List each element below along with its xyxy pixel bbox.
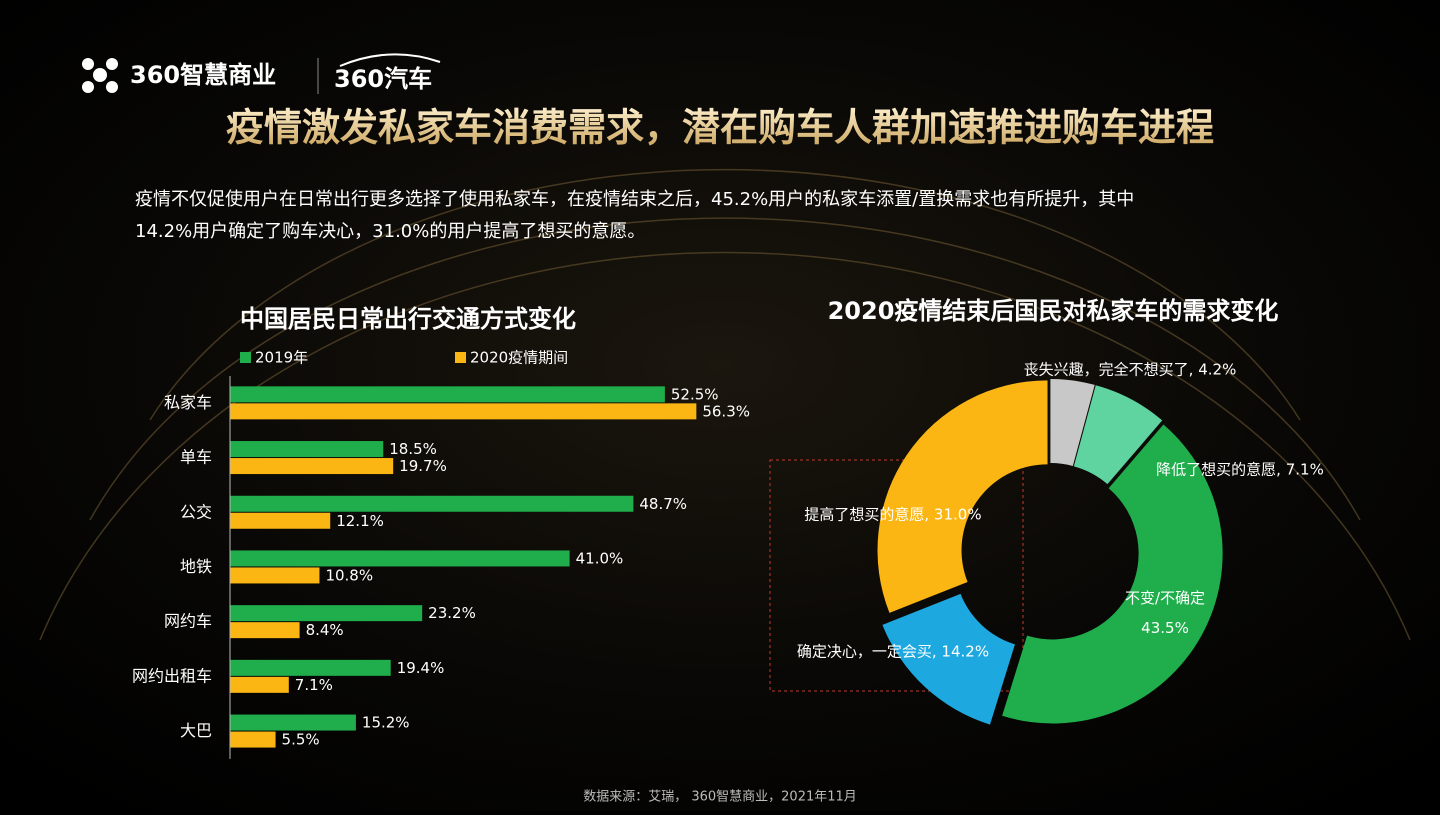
- source: 数据来源：艾瑞， 360智慧商业，2021年11月: [583, 789, 857, 805]
- bar: [230, 403, 697, 420]
- bar: [230, 605, 423, 622]
- bar: [230, 731, 276, 748]
- legend-label: 2020疫情期间: [470, 349, 568, 367]
- donut-slice: [1002, 424, 1223, 724]
- y-tick-label: 单车: [180, 448, 212, 467]
- bar: [230, 622, 300, 639]
- donut-slice: [1050, 379, 1095, 467]
- slide-title: 疫情激发私家车消费需求，潜在购车人群加速推进购车进程: [226, 106, 1214, 150]
- value-label: 12.1%: [336, 512, 384, 530]
- bar: [230, 567, 320, 584]
- value-label: 56.3%: [702, 402, 750, 420]
- value-label: 18.5%: [389, 440, 437, 458]
- value-label: 10.8%: [325, 566, 373, 584]
- bar: [230, 495, 634, 512]
- legend-swatch: [455, 352, 466, 363]
- slice-label-line: 43.5%: [1141, 619, 1189, 637]
- chart-title: 中国居民日常出行交通方式变化: [240, 305, 576, 333]
- highlight-box: [769, 459, 1024, 692]
- bar: [230, 659, 391, 676]
- slice-label: 提高了想买的意愿, 31.0%: [804, 506, 981, 524]
- y-tick-label: 公交: [180, 502, 212, 521]
- legend-label: 2019年: [255, 349, 308, 367]
- slice-label: 丧失兴趣，完全不想买了, 4.2%: [1024, 361, 1237, 379]
- y-tick-label: 网约车: [164, 612, 212, 631]
- donut-slice: [882, 593, 1015, 725]
- donut-slice: [877, 380, 1048, 613]
- y-tick-label: 地铁: [180, 557, 212, 576]
- value-label: 15.2%: [362, 714, 410, 732]
- y-tick-label: 私家车: [164, 393, 212, 412]
- description-line: 疫情不仅促使用户在日常出行更多选择了使用私家车，在疫情结束之后，45.2%用户的…: [135, 189, 1134, 210]
- logo: 360智慧商业 360汽车: [82, 53, 441, 94]
- value-label: 19.7%: [399, 457, 447, 475]
- value-label: 5.5%: [282, 731, 320, 749]
- value-label: 23.2%: [428, 604, 476, 622]
- value-label: 48.7%: [639, 495, 687, 513]
- donut-slice: [1073, 385, 1163, 485]
- slice-label: 不变/不确定 43.5%: [1125, 589, 1205, 637]
- slice-label-line: 不变/不确定: [1125, 589, 1205, 607]
- y-tick-label: 大巴: [180, 721, 212, 740]
- bar: [230, 550, 570, 567]
- bar: [230, 676, 289, 693]
- slice-label: 降低了想买的意愿, 7.1%: [1156, 461, 1324, 479]
- value-label: 19.4%: [397, 659, 445, 677]
- bar: [230, 386, 665, 403]
- value-label: 7.1%: [295, 676, 333, 694]
- bar: [230, 714, 356, 731]
- slice-label: 确定决心，一定会买, 14.2%: [797, 643, 989, 661]
- bar: [230, 512, 331, 529]
- brand: 360智慧商业: [130, 61, 276, 89]
- bar: [230, 458, 394, 475]
- brand2: 360汽车: [334, 65, 432, 93]
- value-label: 41.0%: [576, 549, 624, 567]
- value-label: 52.5%: [671, 385, 719, 403]
- decor-arcs: [39, 168, 1411, 641]
- chart-title: 2020疫情结束后国民对私家车的需求变化: [828, 297, 1279, 325]
- description-line: 14.2%用户确定了购车决心，31.0%的用户提高了想买的意愿。: [135, 221, 645, 242]
- value-label: 8.4%: [306, 621, 344, 639]
- legend-swatch: [240, 352, 251, 363]
- bar: [230, 441, 384, 458]
- y-tick-label: 网约出租车: [132, 666, 212, 685]
